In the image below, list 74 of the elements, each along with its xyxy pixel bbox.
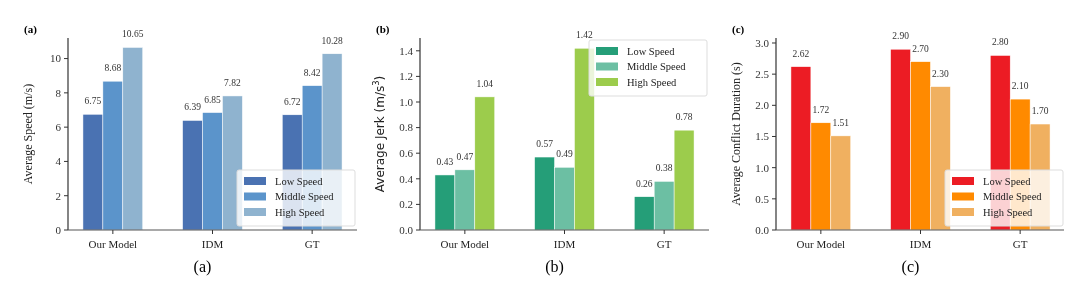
data-label: 6.72 bbox=[283, 96, 301, 107]
y-tick-label: 2.0 bbox=[755, 99, 770, 112]
y-tick-label: 10 bbox=[50, 52, 62, 65]
legend-label: High Speed bbox=[627, 76, 678, 88]
data-label: 0.57 bbox=[536, 139, 554, 150]
data-label: 1.04 bbox=[476, 78, 494, 89]
y-tick-label: 2.5 bbox=[755, 68, 770, 81]
chart-title: (a) bbox=[24, 23, 38, 36]
chart-title: (b) bbox=[376, 23, 390, 36]
data-label: 1.72 bbox=[812, 104, 830, 115]
y-tick-label: 1.0 bbox=[399, 95, 414, 108]
data-label: 6.75 bbox=[84, 96, 102, 107]
data-label: 6.39 bbox=[184, 102, 202, 113]
legend-label: Middle Speed bbox=[627, 61, 687, 73]
legend-label: Low Speed bbox=[275, 175, 324, 187]
data-label: 1.42 bbox=[576, 30, 593, 41]
data-label: 10.28 bbox=[321, 35, 344, 46]
data-label: 2.70 bbox=[912, 43, 930, 54]
y-tick-label: 0.8 bbox=[399, 121, 414, 134]
data-label: 0.43 bbox=[436, 156, 454, 167]
data-label: 7.82 bbox=[224, 77, 241, 88]
y-tick-label: 1.0 bbox=[755, 161, 770, 174]
y-tick-label: 1.5 bbox=[755, 130, 770, 143]
data-label: 0.26 bbox=[635, 178, 653, 189]
legend-label: Low Speed bbox=[983, 175, 1032, 187]
data-label: 6.85 bbox=[204, 94, 222, 105]
x-tick-label: GT bbox=[1012, 238, 1028, 250]
x-tick-label: Our Model bbox=[440, 238, 490, 250]
y-tick-label: 8 bbox=[55, 86, 62, 99]
x-tick-label: GT bbox=[304, 238, 320, 250]
data-label: 2.10 bbox=[1011, 81, 1029, 92]
data-label: 8.42 bbox=[303, 67, 321, 78]
data-label: 0.49 bbox=[556, 149, 574, 160]
data-label: 0.38 bbox=[655, 163, 673, 174]
y-tick-label: 0.6 bbox=[399, 147, 414, 160]
data-label: 2.80 bbox=[991, 37, 1009, 48]
y-tick-label: 0.5 bbox=[755, 192, 770, 205]
y-tick-label: 1.2 bbox=[399, 70, 413, 83]
y-tick-label: 0.0 bbox=[399, 223, 414, 236]
y-tick-label: 0.2 bbox=[399, 198, 413, 211]
y-tick-label: 2 bbox=[55, 189, 61, 202]
x-tick-label: IDM bbox=[553, 238, 576, 250]
y-axis-title: Average Speed (m/s) bbox=[21, 83, 35, 185]
text: (a) bbox=[193, 258, 212, 276]
data-label: 8.68 bbox=[104, 63, 122, 74]
x-tick-label: Our Model bbox=[88, 238, 138, 250]
data-label: 0.47 bbox=[456, 151, 474, 162]
legend-label: Low Speed bbox=[627, 45, 676, 57]
data-label: 2.90 bbox=[892, 31, 910, 42]
y-tick-label: 0.4 bbox=[399, 172, 414, 185]
y-axis-title: Average Conflict Duration (s) bbox=[729, 62, 743, 206]
data-label: 2.62 bbox=[792, 48, 810, 59]
legend-label: High Speed bbox=[275, 206, 326, 218]
data-label: 10.65 bbox=[122, 29, 144, 40]
text: (c) bbox=[901, 258, 920, 276]
y-tick-label: 3.0 bbox=[755, 36, 770, 49]
x-tick-label: IDM bbox=[201, 238, 224, 250]
y-tick-label: 4 bbox=[55, 155, 62, 168]
data-label: 2.30 bbox=[932, 68, 949, 79]
y-tick-label: 1.4 bbox=[399, 44, 414, 57]
chart-title: (c) bbox=[732, 23, 745, 36]
x-tick-label: Our Model bbox=[796, 238, 846, 250]
x-tick-label: GT bbox=[656, 238, 672, 250]
data-label: 1.70 bbox=[1031, 106, 1049, 117]
data-label: 1.51 bbox=[832, 117, 850, 128]
text: (b) bbox=[545, 258, 564, 276]
legend-label: Middle Speed bbox=[983, 191, 1043, 203]
legend-label: Middle Speed bbox=[275, 191, 335, 203]
data-label: 0.78 bbox=[675, 112, 693, 123]
legend-label: High Speed bbox=[983, 206, 1034, 218]
y-tick-label: 0.0 bbox=[755, 223, 770, 236]
y-tick-label: 0 bbox=[55, 223, 62, 236]
y-tick-label: 6 bbox=[55, 120, 62, 133]
x-tick-label: IDM bbox=[909, 238, 932, 250]
